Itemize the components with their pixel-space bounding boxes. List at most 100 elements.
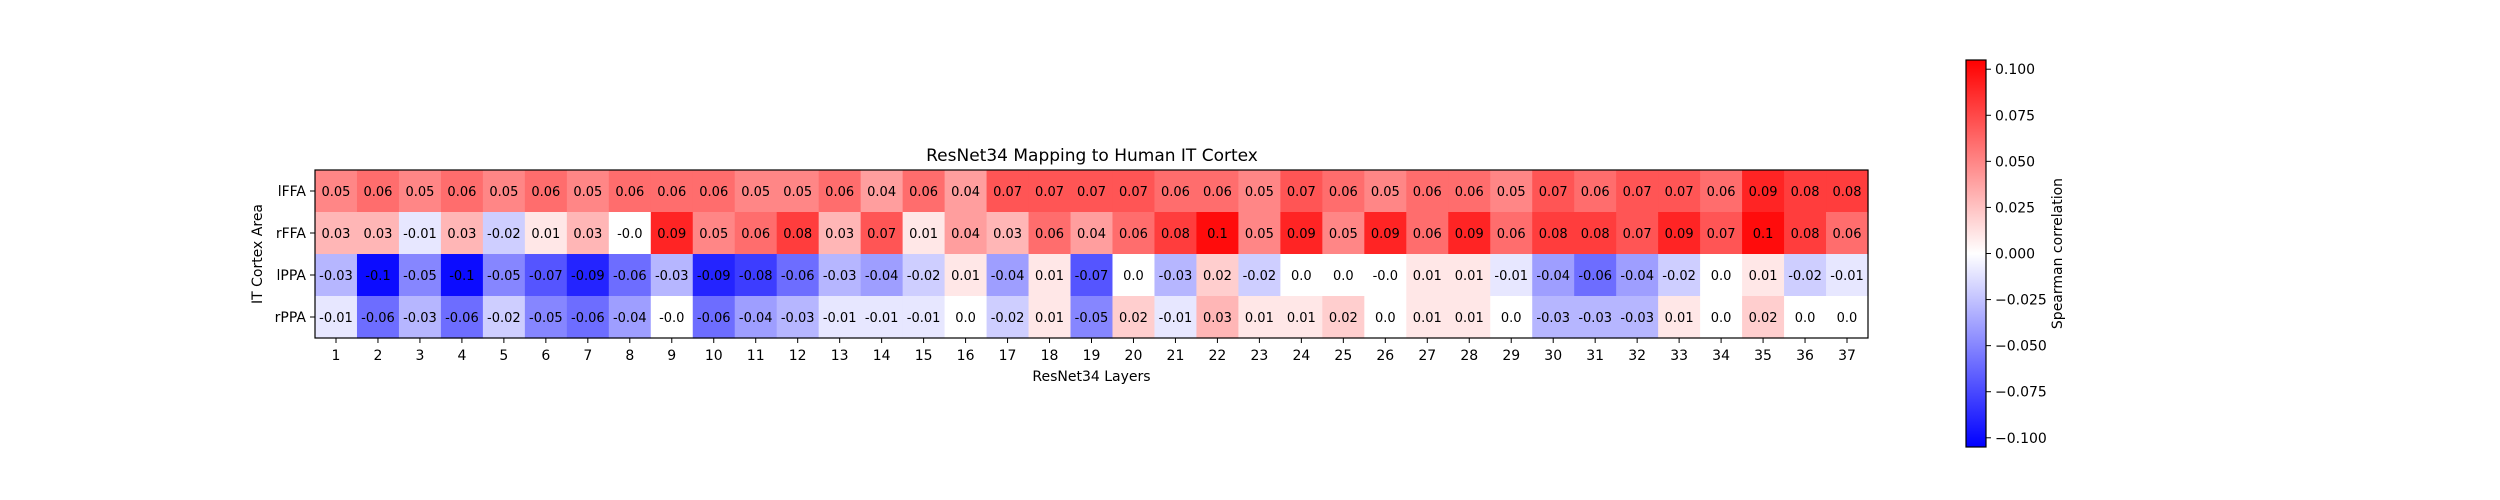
- cell-value-label: 0.05: [489, 185, 518, 200]
- x-tick-label: 24: [1292, 348, 1310, 364]
- x-tick-label: 13: [831, 348, 849, 364]
- x-tick-label: 17: [999, 348, 1017, 364]
- cell-value-label: -0.03: [655, 269, 689, 284]
- cell-value-label: -0.02: [487, 227, 521, 242]
- heatmap-cell: [902, 212, 946, 255]
- heatmap-cell: [1658, 296, 1701, 339]
- cell-value-label: 0.02: [1203, 269, 1232, 284]
- cell-value-label: 0.05: [1245, 185, 1274, 200]
- cell-value-label: 0.03: [573, 227, 602, 242]
- colorbar-tick-label: −0.075: [1995, 385, 2047, 401]
- heatmap-cell: [1532, 254, 1575, 297]
- cell-value-label: 0.07: [1665, 185, 1694, 200]
- y-tick-label: rFFA: [276, 226, 307, 242]
- heatmap-cell: [1574, 254, 1617, 297]
- cell-value-label: -0.03: [823, 269, 857, 284]
- cell-value-label: 0.08: [1581, 227, 1610, 242]
- heatmap-cell: [608, 254, 652, 297]
- heatmap-cell: [1196, 170, 1240, 213]
- colorbar: −0.100 −0.075 −0.050 −0.025 0.000 0.025 0.050 0…: [1965, 59, 2066, 448]
- x-tick-label: 22: [1209, 348, 1227, 364]
- cell-value-label: -0.02: [991, 311, 1025, 326]
- cell-value-label: -0.05: [487, 269, 521, 284]
- heatmap-cell: [902, 296, 946, 339]
- cell-value-label: -0.02: [907, 269, 941, 284]
- cell-value-label: 0.07: [1707, 227, 1736, 242]
- cell-value-label: 0.09: [1665, 227, 1694, 242]
- cell-value-label: -0.06: [697, 311, 731, 326]
- heatmap-cell: [1742, 254, 1785, 297]
- cell-value-label: 0.05: [741, 185, 770, 200]
- heatmap-cell: [986, 296, 1030, 339]
- heatmap-cell: [524, 254, 568, 297]
- cell-value-label: 0.08: [783, 227, 812, 242]
- cell-value-label: -0.1: [449, 269, 474, 284]
- heatmap-cell: [1280, 254, 1323, 297]
- cell-value-label: 0.02: [1119, 311, 1148, 326]
- heatmap-cell: [1322, 296, 1365, 339]
- heatmap-cell: [1826, 296, 1869, 339]
- x-tick-label: 6: [541, 348, 550, 364]
- x-tick-label: 19: [1083, 348, 1101, 364]
- cell-value-label: -0.07: [1075, 269, 1109, 284]
- heatmap-cell: [1616, 254, 1659, 297]
- cell-value-label: 0.07: [993, 185, 1022, 200]
- cell-value-label: -0.0: [659, 311, 684, 326]
- cell-value-label: 0.06: [1413, 227, 1442, 242]
- cell-value-label: 0.06: [1203, 185, 1232, 200]
- x-tick-label: 4: [457, 348, 466, 364]
- cell-value-label: -0.02: [1662, 269, 1696, 284]
- heatmap-cell: [818, 212, 862, 255]
- cell-value-label: 0.04: [867, 185, 896, 200]
- heatmap-cell: [1028, 212, 1072, 255]
- cell-value-label: -0.04: [613, 311, 647, 326]
- cell-value-label: 0.03: [322, 227, 351, 242]
- heatmap-cell: [356, 254, 400, 297]
- cell-value-label: 0.0: [1711, 311, 1732, 326]
- heatmap-cell: [944, 254, 988, 297]
- cell-value-label: 0.01: [1455, 311, 1484, 326]
- heatmap-cell: [440, 170, 484, 213]
- heatmap-cell: [398, 170, 442, 213]
- x-tick-label: 31: [1586, 348, 1604, 364]
- x-tick-label: 20: [1125, 348, 1143, 364]
- heatmap-cell: [860, 254, 904, 297]
- heatmap-cell: [860, 296, 904, 339]
- cell-value-label: 0.02: [1329, 311, 1358, 326]
- cell-value-label: 0.01: [1035, 269, 1064, 284]
- heatmap-cell: [902, 170, 946, 213]
- cell-value-label: 0.09: [1371, 227, 1400, 242]
- cell-value-label: 0.04: [1077, 227, 1106, 242]
- x-tick-label: 23: [1250, 348, 1268, 364]
- x-tick-label: 30: [1544, 348, 1562, 364]
- cell-value-label: 0.06: [1413, 185, 1442, 200]
- heatmap-cell: [1406, 296, 1449, 339]
- cell-value-label: 0.05: [1371, 185, 1400, 200]
- x-tick-label: 3: [415, 348, 424, 364]
- cell-value-label: -0.09: [697, 269, 731, 284]
- cell-value-label: 0.03: [1203, 311, 1232, 326]
- heatmap-cell: [650, 170, 694, 213]
- heatmap-cell: [1070, 170, 1114, 213]
- x-tick-label: 1: [332, 348, 341, 364]
- cell-value-label: 0.05: [699, 227, 728, 242]
- cell-value-label: -0.06: [445, 311, 479, 326]
- cell-value-label: 0.06: [363, 185, 392, 200]
- cell-value-label: -0.01: [319, 311, 353, 326]
- colorbar-gradient: [1965, 59, 1987, 448]
- heatmap-cell: [1238, 254, 1281, 297]
- heatmap-cell: [482, 212, 526, 255]
- cell-value-label: -0.01: [1830, 269, 1864, 284]
- cell-value-label: 0.06: [615, 185, 644, 200]
- heatmap-cell: [1028, 296, 1072, 339]
- heatmap-cell: [650, 254, 694, 297]
- cell-value-label: -0.1: [365, 269, 390, 284]
- heatmap-cell: [776, 212, 820, 255]
- cell-value-label: -0.05: [403, 269, 437, 284]
- cell-value-label: 0.0: [1375, 311, 1396, 326]
- cell-value-label: -0.08: [739, 269, 773, 284]
- cell-value-label: 0.0: [1795, 311, 1816, 326]
- cell-value-label: 0.03: [993, 227, 1022, 242]
- heatmap-cell: [315, 254, 358, 297]
- heatmap-cell: [1616, 212, 1659, 255]
